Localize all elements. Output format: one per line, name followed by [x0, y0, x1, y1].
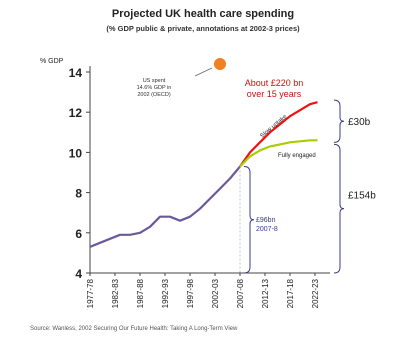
x-tick-label: 1992-93: [161, 278, 170, 308]
fully-engaged-label: Fully engaged: [278, 153, 316, 159]
us-note-leader: [194, 67, 213, 77]
slow-uptake-label: Slow uptake: [259, 113, 288, 139]
us-spending-point: [214, 57, 226, 70]
us-note-line: 2002 (OECD): [137, 92, 170, 98]
label-154b: £154b: [348, 191, 376, 202]
about-220bn-label: About £220 bn: [245, 78, 304, 88]
series-line: [89, 165, 241, 248]
us-note-line: 14.6% GDP in: [137, 85, 172, 91]
label-30b: £30b: [348, 117, 371, 128]
label-96bn: 2007-8: [256, 226, 278, 233]
brace-154b: [333, 143, 345, 274]
x-tick-label: 1977-78: [86, 278, 95, 308]
x-tick-label: 1997-98: [186, 278, 195, 308]
us-note-line: US spent: [143, 78, 166, 84]
y-tick-label: 6: [75, 227, 82, 241]
x-tick-label: 1987-88: [136, 278, 145, 308]
x-tick-label: 2012-13: [261, 278, 270, 308]
y-tick-label: 14: [69, 66, 83, 80]
brace-30b: [333, 99, 345, 143]
label-96bn: £96bn: [256, 217, 276, 224]
y-tick-label: 10: [69, 146, 83, 160]
series-line: [239, 139, 318, 168]
about-220bn-label: over 15 years: [247, 89, 302, 99]
y-tick-label: 4: [75, 267, 82, 281]
x-tick-label: 1982-83: [111, 278, 120, 308]
x-tick-label: 2007-08: [236, 278, 245, 308]
x-tick-label: 2002-03: [211, 278, 220, 308]
series-lines: [89, 57, 318, 248]
series-line: [239, 101, 318, 168]
chart-title: Projected UK health care spending: [111, 8, 295, 20]
x-tick-label: 2022-23: [311, 278, 320, 308]
y-tick-label: 8: [75, 187, 82, 201]
source-note: Source: Wanless, 2002 Securing Our Futur…: [30, 326, 238, 332]
y-tick-label: 12: [69, 106, 83, 120]
y-axis-label: % GDP: [40, 58, 64, 65]
axes: % GDP 4 6 8 10 12 14 1977-78 1982-83 1987-88 1992-…: [40, 58, 330, 308]
chart-subtitle: (% GDP public & private, annotations at …: [106, 24, 300, 33]
brace-96bn: [243, 165, 255, 274]
x-tick-label: 2017-18: [286, 278, 295, 308]
